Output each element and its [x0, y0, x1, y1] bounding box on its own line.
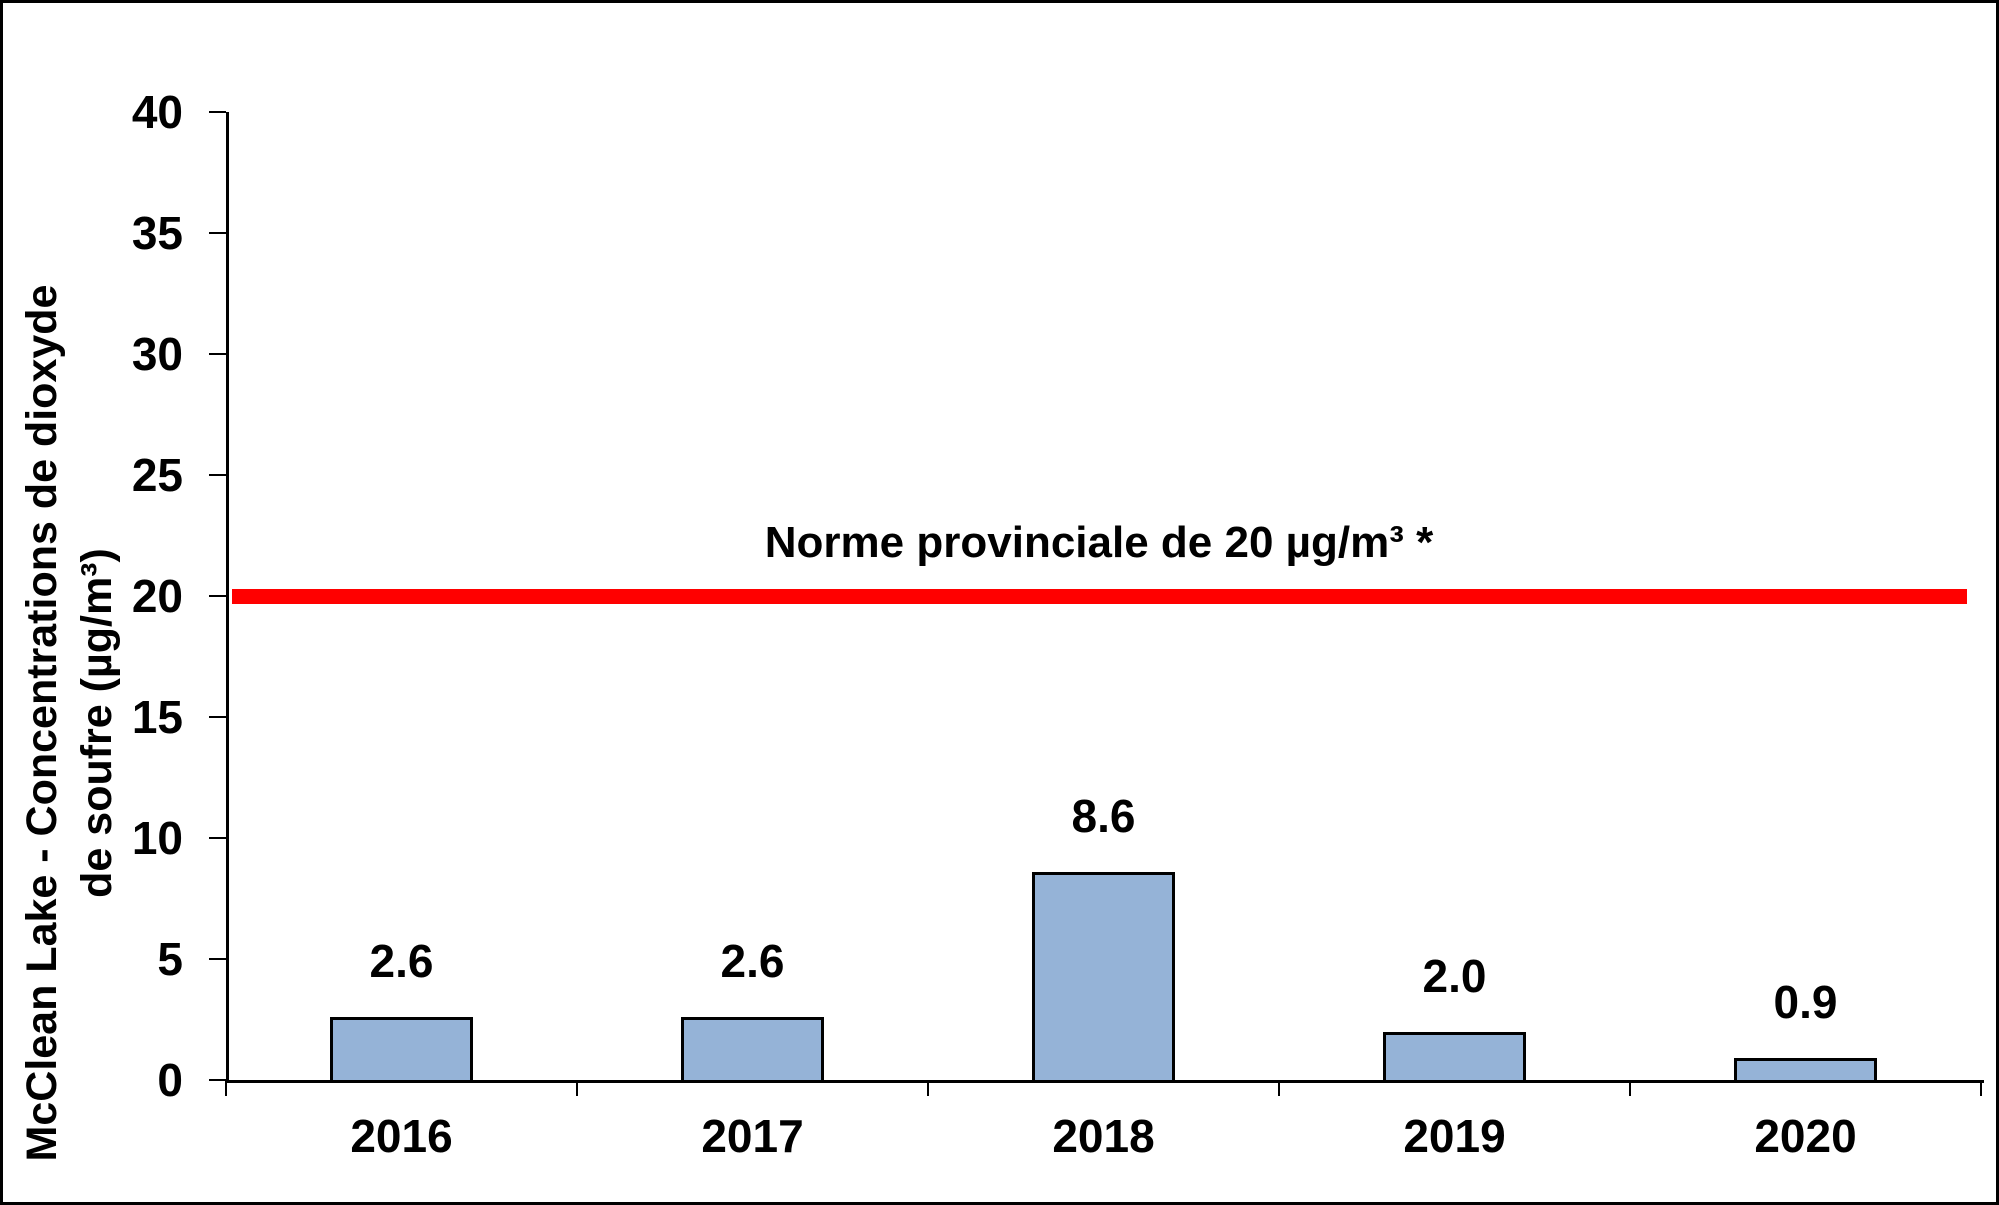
bar-2018 [1032, 872, 1175, 1083]
x-axis-tick [225, 1080, 227, 1096]
y-axis-tick-label: 35 [131, 207, 183, 259]
y-axis-tick [209, 111, 226, 113]
bar-value-label: 2.6 [369, 935, 434, 987]
y-axis-tick-label: 5 [157, 933, 183, 985]
x-axis-category-label: 2020 [1754, 1110, 1857, 1162]
y-axis-tick-label: 10 [131, 812, 183, 864]
y-axis-tick-label: 20 [131, 570, 183, 622]
bar-2020 [1734, 1058, 1877, 1083]
y-axis-tick [209, 716, 226, 718]
y-axis-tick-label: 15 [131, 691, 183, 743]
reference-line-label: Norme provinciale de 20 µg/m³ * [764, 518, 1434, 567]
x-axis-tick [1629, 1080, 1631, 1096]
bar-value-label: 2.6 [720, 935, 785, 987]
y-axis-tick [209, 1079, 226, 1081]
y-axis-tick-label: 0 [157, 1054, 183, 1106]
y-axis-tick [209, 595, 226, 597]
x-axis-category-label: 2017 [701, 1110, 804, 1162]
bar-2017 [681, 1017, 824, 1083]
y-axis-tick-label: 40 [131, 86, 183, 138]
reference-line [232, 589, 1967, 604]
x-axis-tick [927, 1080, 929, 1096]
y-axis-tick [209, 474, 226, 476]
y-axis-tick [209, 958, 226, 960]
x-axis-category-label: 2018 [1052, 1110, 1155, 1162]
x-axis-category-label: 2019 [1403, 1110, 1506, 1162]
y-axis-tick [209, 232, 226, 234]
x-axis-tick [1980, 1080, 1982, 1096]
y-axis-tick [209, 353, 226, 355]
bar-value-label: 0.9 [1773, 976, 1838, 1028]
bar-2019 [1383, 1032, 1526, 1083]
x-axis-category-label: 2016 [350, 1110, 453, 1162]
y-axis-tick-label: 25 [131, 449, 183, 501]
x-axis-tick [1278, 1080, 1280, 1096]
bar-value-label: 8.6 [1071, 790, 1136, 842]
x-axis-tick [576, 1080, 578, 1096]
y-axis-tick [209, 837, 226, 839]
bar-value-label: 2.0 [1422, 950, 1487, 1002]
bar-2016 [330, 1017, 473, 1083]
y-axis-tick-label: 30 [131, 328, 183, 380]
